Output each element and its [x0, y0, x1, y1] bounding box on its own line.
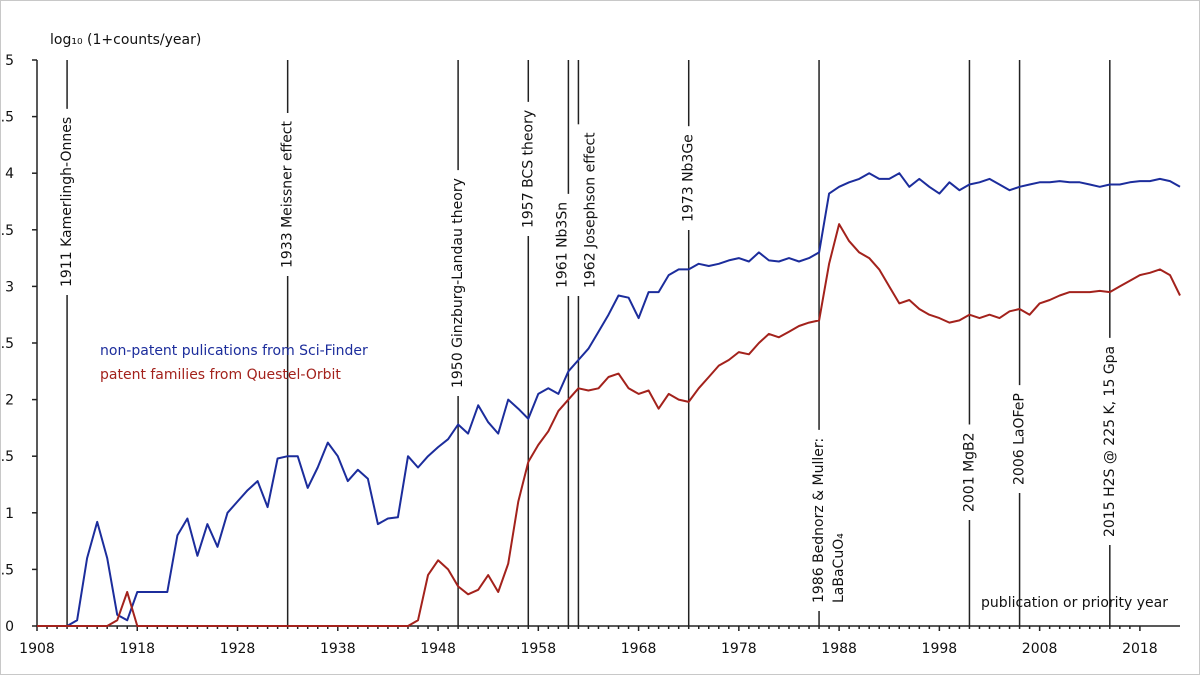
y-axis-label: log₁₀ (1+counts/year): [50, 32, 201, 48]
x-tick-label: 2008: [1022, 641, 1058, 657]
event-label: 1950 Ginzburg-Landau theory: [450, 178, 466, 388]
series-line: [37, 172, 1181, 627]
event-label: 1911 Kamerlingh-Onnes: [59, 117, 75, 287]
x-tick-label: 1928: [220, 641, 256, 657]
y-tick-label: 3: [5, 279, 14, 295]
x-tick-label: 1978: [721, 641, 757, 657]
y-tick-label: .5: [1, 336, 14, 352]
event-label: 2006 LaOFeP: [1012, 393, 1028, 485]
x-tick-label: 1998: [922, 641, 958, 657]
x-tick-label: 1988: [821, 641, 857, 657]
event-label: 1962 Josephson effect: [582, 132, 598, 288]
x-tick-label: 2018: [1122, 641, 1158, 657]
y-tick-label: 4: [5, 166, 14, 182]
event-label: 2015 H2S @ 225 K, 15 Gpa: [1102, 346, 1118, 537]
y-tick-label: .5: [1, 223, 14, 239]
series-line: [37, 223, 1181, 627]
event-label: 1986 Bednorz & Muller:: [811, 438, 827, 603]
x-tick-label: 1908: [19, 641, 55, 657]
y-tick-label: 5: [5, 53, 14, 69]
event-label: 1961 Nb3Sn: [554, 202, 570, 288]
y-tick-label: .5: [1, 449, 14, 465]
event-label: LaBaCuO₄: [831, 533, 847, 603]
event-label: 1933 Meissner effect: [280, 120, 296, 268]
x-tick-label: 1968: [621, 641, 657, 657]
x-axis-label: publication or priority year: [981, 595, 1168, 611]
x-tick-label: 1918: [119, 641, 155, 657]
x-tick-label: 1958: [520, 641, 556, 657]
y-tick-label: 1: [5, 506, 14, 522]
y-tick-label: .5: [1, 110, 14, 126]
event-label: 1957 BCS theory: [520, 110, 536, 228]
y-tick-label: .5: [1, 562, 14, 578]
x-tick-label: 1948: [420, 641, 456, 657]
legend-label: non-patent pulications from Sci-Finder: [100, 343, 368, 359]
event-label: 2001 MgB2: [961, 432, 977, 512]
y-tick-label: 2: [5, 393, 14, 409]
y-tick-label: 0: [5, 619, 14, 635]
x-tick-label: 1938: [320, 641, 356, 657]
event-label: 1973 Nb3Ge: [681, 134, 697, 222]
legend-label: patent families from Questel-Orbit: [100, 367, 341, 383]
